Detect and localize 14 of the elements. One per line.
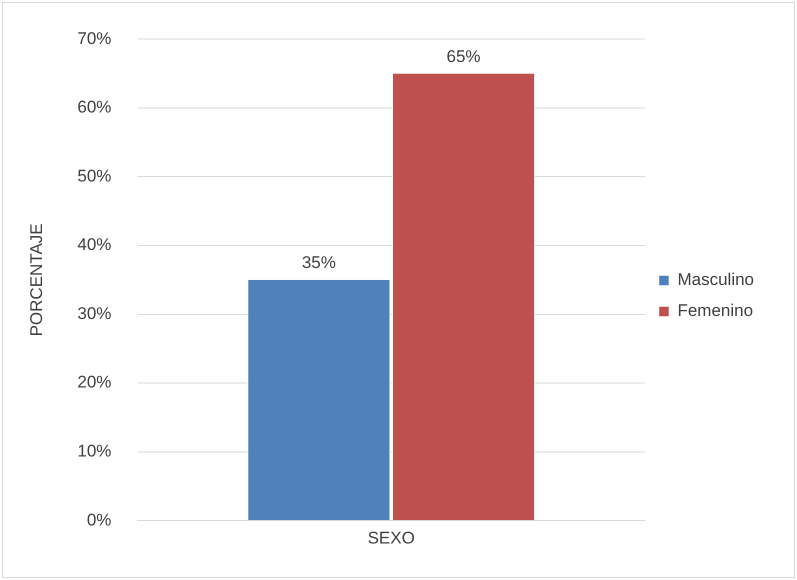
x-tick-label: SEXO — [368, 528, 415, 548]
y-tick-label: 30% — [77, 304, 112, 323]
y-tick-label: 0% — [86, 510, 112, 530]
y-tick-label: 70% — [77, 28, 112, 48]
y-axis-title: PORCENTAJE — [26, 223, 46, 336]
y-tick-label: 20% — [77, 372, 112, 392]
legend-label: Femenino — [677, 301, 754, 320]
legend-label: Masculino — [677, 270, 754, 290]
y-tick-label: 10% — [77, 442, 112, 461]
y-tick-label: 50% — [77, 166, 112, 186]
y-tick-label: 40% — [77, 235, 112, 254]
data-label: 65% — [446, 46, 481, 66]
data-label: 35% — [302, 253, 336, 272]
y-tick-label: 60% — [77, 98, 112, 117]
